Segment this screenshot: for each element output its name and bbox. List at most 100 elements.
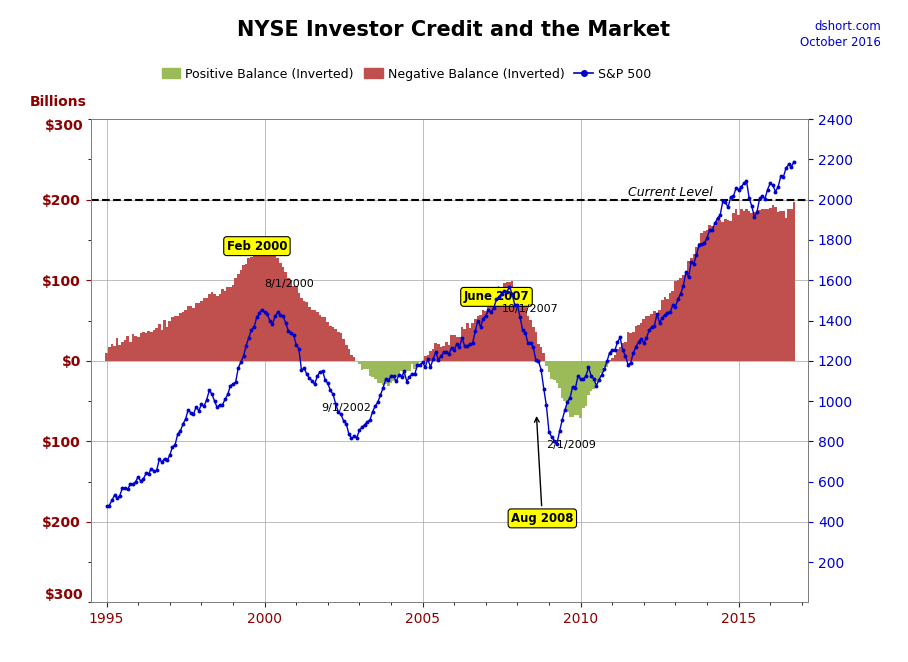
Bar	[424, 356, 427, 361]
Bar	[561, 361, 564, 399]
Bar	[793, 203, 795, 361]
Bar	[363, 361, 366, 369]
Bar	[140, 333, 143, 361]
Bar	[334, 329, 337, 361]
Bar	[301, 299, 302, 361]
Bar	[459, 337, 460, 361]
Bar	[287, 279, 290, 361]
Bar	[205, 298, 208, 361]
Bar	[532, 327, 535, 361]
Bar	[682, 275, 685, 361]
Bar	[732, 213, 735, 361]
Bar	[650, 314, 653, 361]
Bar	[748, 211, 750, 361]
Text: $300: $300	[45, 589, 84, 602]
Bar	[782, 211, 785, 361]
Bar	[592, 361, 595, 389]
Bar	[248, 258, 250, 361]
Bar	[390, 361, 392, 383]
Bar	[114, 346, 116, 361]
Bar	[477, 316, 479, 361]
Text: 10/1/2007: 10/1/2007	[501, 305, 558, 314]
Bar	[400, 361, 403, 371]
Bar	[508, 282, 511, 361]
Bar	[606, 361, 608, 367]
Bar	[550, 361, 553, 379]
Bar	[460, 327, 463, 361]
Bar	[290, 280, 292, 361]
Bar	[635, 326, 637, 361]
Bar	[105, 352, 108, 361]
Bar	[482, 310, 485, 361]
Bar	[279, 263, 281, 361]
Bar	[182, 312, 184, 361]
Bar	[772, 205, 775, 361]
Bar	[166, 328, 169, 361]
Bar	[587, 361, 590, 395]
Bar	[785, 218, 787, 361]
Bar	[469, 328, 471, 361]
Bar	[466, 324, 469, 361]
Bar	[579, 361, 582, 418]
Bar	[750, 213, 753, 361]
Text: June 2007: June 2007	[464, 287, 529, 303]
Bar	[574, 361, 577, 415]
Bar	[708, 224, 711, 361]
Bar	[123, 340, 126, 361]
Bar	[192, 308, 195, 361]
Text: 2/1/2009: 2/1/2009	[546, 440, 596, 449]
Bar	[366, 361, 369, 369]
Bar	[621, 344, 624, 361]
Bar	[348, 349, 350, 361]
Bar	[406, 361, 408, 371]
Bar	[150, 332, 153, 361]
Bar	[450, 336, 453, 361]
Bar	[208, 294, 211, 361]
Bar	[234, 277, 237, 361]
Bar	[714, 226, 716, 361]
Bar	[664, 297, 666, 361]
Bar	[761, 209, 764, 361]
Bar	[685, 271, 687, 361]
Text: 8/1/2000: 8/1/2000	[264, 279, 314, 289]
Bar	[342, 338, 345, 361]
Bar	[516, 289, 518, 361]
Bar	[137, 338, 140, 361]
Bar	[661, 300, 664, 361]
Bar	[226, 287, 229, 361]
Bar	[666, 299, 669, 361]
Bar	[116, 338, 118, 361]
Bar	[539, 347, 542, 361]
Bar	[179, 312, 182, 361]
Bar	[195, 303, 197, 361]
Bar	[553, 361, 556, 380]
Bar	[242, 265, 245, 361]
Bar	[321, 317, 324, 361]
Bar	[603, 361, 606, 367]
Bar	[421, 361, 424, 362]
Bar	[611, 358, 614, 361]
Bar	[764, 209, 766, 361]
Bar	[671, 291, 674, 361]
Bar	[711, 226, 714, 361]
Bar	[258, 245, 261, 361]
Bar	[729, 220, 732, 361]
Bar	[753, 212, 755, 361]
Bar	[360, 361, 363, 369]
Bar	[585, 361, 587, 406]
Bar	[500, 292, 503, 361]
Bar	[158, 324, 161, 361]
Bar	[274, 254, 276, 361]
Bar	[202, 298, 205, 361]
Bar	[506, 282, 508, 361]
Bar	[679, 278, 682, 361]
Bar	[737, 215, 740, 361]
Bar	[627, 332, 629, 361]
Bar	[442, 346, 445, 361]
Bar	[271, 255, 274, 361]
Bar	[456, 337, 459, 361]
Bar	[595, 361, 597, 382]
Bar	[518, 297, 521, 361]
Bar	[295, 286, 298, 361]
Bar	[521, 298, 524, 361]
